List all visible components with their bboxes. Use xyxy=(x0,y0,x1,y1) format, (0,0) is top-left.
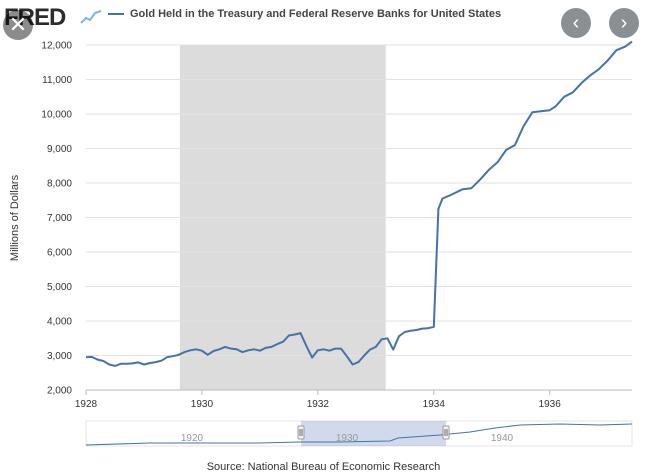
y-tick-label: 9,000 xyxy=(47,144,72,155)
chevron-left-icon: ‹ xyxy=(572,11,580,34)
y-tick-label: 6,000 xyxy=(47,248,72,259)
y-tick-label: 11,000 xyxy=(42,75,72,86)
series-line xyxy=(85,40,633,367)
logo-text: FRED xyxy=(4,4,66,31)
navigator-handle[interactable] xyxy=(297,425,305,440)
chevron-right-icon: › xyxy=(620,11,628,34)
y-tick-label: 5,000 xyxy=(47,282,72,293)
close-icon: ✕ xyxy=(8,12,28,37)
x-tick-label: 1928 xyxy=(75,399,98,410)
next-button[interactable]: › xyxy=(609,8,639,38)
y-axis-title: Millions of Dollars xyxy=(9,174,21,261)
fred-logo: FRED xyxy=(4,4,102,31)
source-note: Source: National Bureau of Economic Rese… xyxy=(206,461,441,473)
y-tick-label: 4,000 xyxy=(47,317,72,328)
y-tick-label: 3,000 xyxy=(47,351,72,362)
navigator-label: 1930 xyxy=(336,433,359,444)
logo-chart-icon xyxy=(80,10,102,24)
x-tick-label: 1930 xyxy=(191,399,214,410)
navigator-label: 1920 xyxy=(181,433,204,444)
close-button[interactable]: ✕ xyxy=(3,10,33,40)
x-tick-label: 1936 xyxy=(539,399,562,410)
x-tick-label: 1932 xyxy=(307,399,330,410)
navigator-handle[interactable] xyxy=(442,425,450,440)
y-tick-label: 12,000 xyxy=(41,41,72,52)
legend: Gold Held in the Treasury and Federal Re… xyxy=(108,8,501,20)
previous-button[interactable]: ‹ xyxy=(561,8,591,38)
y-tick-label: 2,000 xyxy=(47,386,72,397)
y-tick-label: 8,000 xyxy=(47,179,72,190)
x-tick-label: 1934 xyxy=(423,399,446,410)
navigator-label: 1940 xyxy=(491,433,514,444)
y-tick-label: 10,000 xyxy=(41,110,72,121)
navigator-series xyxy=(85,423,633,446)
y-tick-label: 7,000 xyxy=(47,213,72,224)
legend-swatch xyxy=(108,13,124,15)
legend-label: Gold Held in the Treasury and Federal Re… xyxy=(130,8,502,20)
